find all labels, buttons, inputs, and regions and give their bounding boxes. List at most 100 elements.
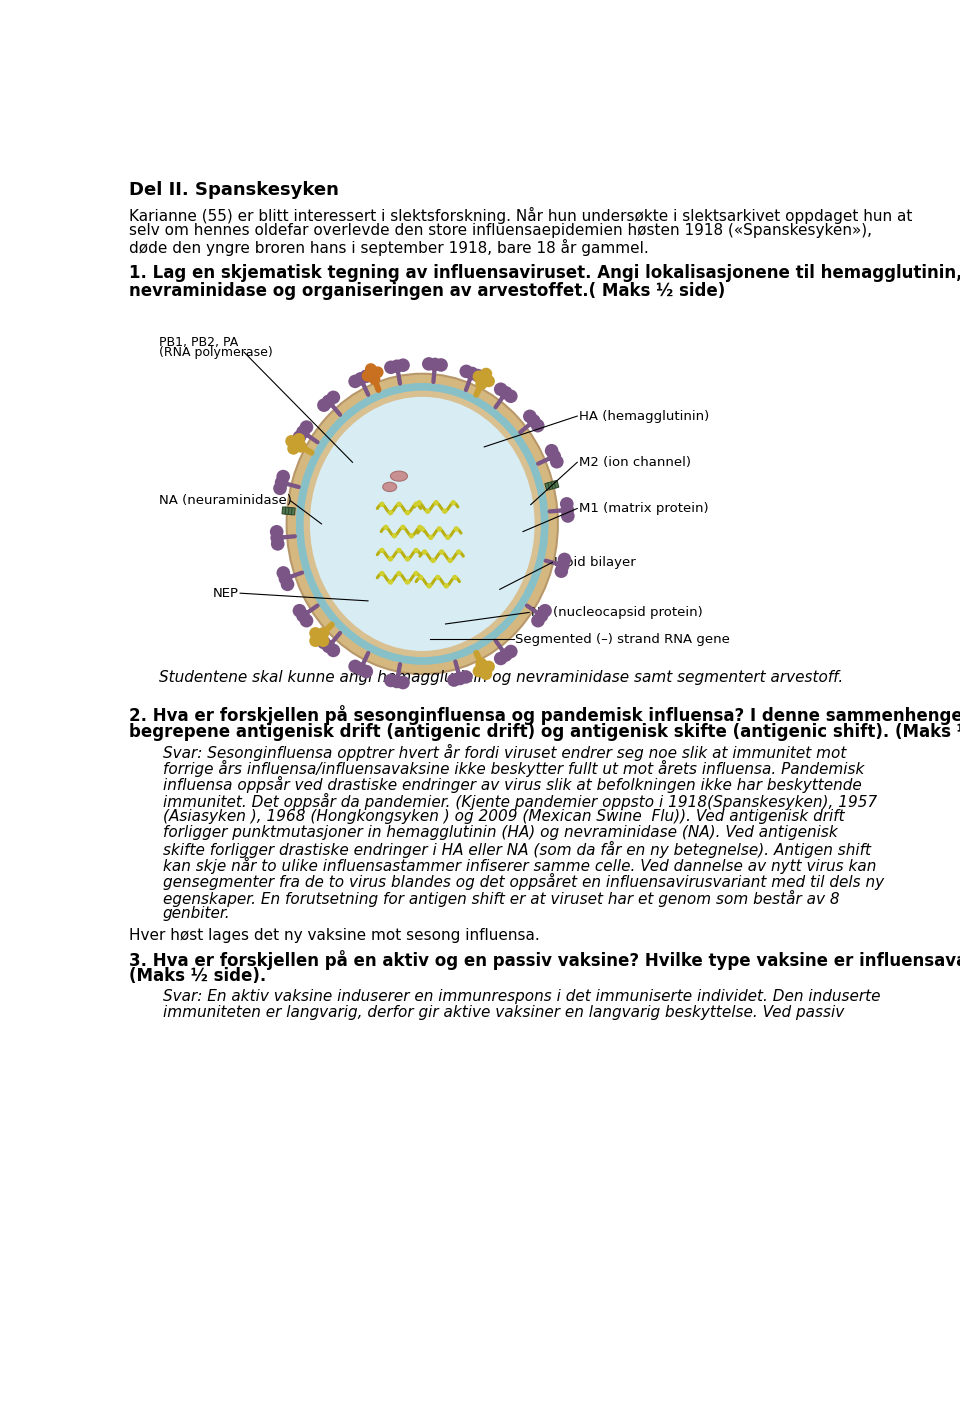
Circle shape: [295, 441, 307, 452]
Circle shape: [309, 635, 322, 648]
Text: selv om hennes oldefar overlevde den store influensaepidemien høsten 1918 («Span: selv om hennes oldefar overlevde den sto…: [130, 223, 873, 238]
Circle shape: [504, 389, 517, 403]
Text: (RNA polymerase): (RNA polymerase): [158, 346, 273, 359]
Circle shape: [434, 501, 439, 505]
Circle shape: [396, 547, 401, 553]
Circle shape: [400, 525, 405, 530]
Circle shape: [275, 475, 288, 489]
Text: NEP: NEP: [213, 587, 239, 600]
Circle shape: [558, 553, 571, 566]
Circle shape: [483, 375, 495, 387]
Text: døde den yngre broren hans i september 1918, bare 18 år gammel.: døde den yngre broren hans i september 1…: [130, 239, 649, 256]
Circle shape: [453, 672, 467, 686]
Text: kan skje når to ulike influensastammer infiserer samme celle. Ved dannelse av ny: kan skje når to ulike influensastammer i…: [162, 857, 876, 874]
Text: Svar: En aktiv vaksine induserer en immunrespons i det immuniserte individet. De: Svar: En aktiv vaksine induserer en immu…: [162, 988, 880, 1004]
Circle shape: [285, 436, 298, 447]
Circle shape: [388, 510, 394, 516]
Circle shape: [561, 509, 575, 523]
Circle shape: [365, 363, 376, 375]
Circle shape: [326, 643, 340, 658]
Circle shape: [405, 556, 410, 561]
Text: Del II. Spanskesyken: Del II. Spanskesyken: [130, 181, 339, 199]
Circle shape: [560, 498, 573, 510]
Text: (Asiasyken ), 1968 (Hongkongsyken ) og 2009 (Mexican Swine  Flu)). Ved antigenis: (Asiasyken ), 1968 (Hongkongsyken ) og 2…: [162, 809, 844, 824]
Circle shape: [300, 614, 313, 628]
Circle shape: [493, 382, 508, 396]
Text: Segmented (–) strand RNA gene: Segmented (–) strand RNA gene: [516, 633, 731, 646]
Text: nevraminidase og organiseringen av arvestoffet.( Maks ½ side): nevraminidase og organiseringen av arves…: [130, 283, 726, 300]
Text: (Maks ½ side).: (Maks ½ side).: [130, 967, 267, 986]
Circle shape: [317, 399, 331, 411]
Circle shape: [388, 580, 394, 585]
Circle shape: [428, 534, 434, 540]
Circle shape: [418, 574, 423, 580]
Circle shape: [539, 604, 552, 618]
Circle shape: [287, 443, 300, 455]
Polygon shape: [282, 508, 295, 515]
Circle shape: [278, 571, 292, 585]
Circle shape: [556, 559, 569, 573]
Text: gensegmenter fra de to virus blandes og det oppsåret en influensavirusvariant me: gensegmenter fra de to virus blandes og …: [162, 874, 884, 891]
Circle shape: [475, 378, 488, 390]
Circle shape: [384, 673, 397, 687]
Text: Karianne (55) er blitt interessert i slektsforskning. Når hun undersøkte i slekt: Karianne (55) er blitt interessert i sle…: [130, 206, 913, 223]
Circle shape: [545, 444, 559, 458]
Circle shape: [425, 509, 430, 513]
Text: skifte forligger drastiske endringer i HA eller NA (som da får en ny betegnelse): skifte forligger drastiske endringer i H…: [162, 841, 871, 858]
Circle shape: [409, 533, 414, 539]
Circle shape: [480, 368, 492, 380]
Circle shape: [384, 361, 397, 375]
Circle shape: [359, 665, 373, 679]
Circle shape: [493, 652, 508, 665]
Circle shape: [499, 648, 513, 662]
Ellipse shape: [383, 482, 396, 492]
Circle shape: [317, 626, 329, 639]
Circle shape: [426, 583, 432, 588]
Text: HA (hemagglutinin): HA (hemagglutinin): [579, 410, 709, 423]
Text: 1. Lag en skjematisk tegning av influensaviruset. Angi lokalisasjonene til hemag: 1. Lag en skjematisk tegning av influens…: [130, 264, 960, 283]
Circle shape: [523, 410, 537, 423]
Circle shape: [483, 660, 495, 673]
Text: Svar: Sesonginfluensa opptrer hvert år fordi viruset endrer seg noe slik at immu: Svar: Sesonginfluensa opptrer hvert år f…: [162, 744, 846, 761]
Circle shape: [472, 665, 485, 677]
Circle shape: [296, 609, 310, 622]
Circle shape: [383, 525, 389, 530]
Polygon shape: [545, 481, 559, 491]
Text: influensa oppsår ved drastiske endringer av virus slik at befolkningen ikke har : influensa oppsår ved drastiske endringer…: [162, 776, 861, 793]
Circle shape: [414, 547, 419, 553]
Circle shape: [420, 526, 425, 532]
Circle shape: [396, 358, 410, 372]
Circle shape: [354, 372, 368, 386]
Ellipse shape: [296, 383, 548, 665]
Ellipse shape: [303, 390, 540, 658]
Text: Lipid bilayer: Lipid bilayer: [554, 556, 636, 568]
Circle shape: [379, 571, 385, 577]
Circle shape: [309, 626, 322, 639]
Circle shape: [271, 537, 284, 550]
Circle shape: [466, 366, 479, 380]
Circle shape: [405, 580, 410, 585]
Circle shape: [535, 609, 548, 622]
Text: immuniteten er langvarig, derfor gir aktive vaksiner en langvarig beskyttelse. V: immuniteten er langvarig, derfor gir akt…: [162, 1005, 844, 1019]
Text: forrige års influensa/influensavaksine ikke beskytter fullt ut mot årets influen: forrige års influensa/influensavaksine i…: [162, 761, 864, 778]
Circle shape: [430, 557, 436, 563]
Circle shape: [550, 455, 564, 468]
Circle shape: [499, 386, 513, 400]
Circle shape: [472, 370, 485, 383]
Circle shape: [434, 358, 448, 372]
Circle shape: [362, 370, 373, 382]
Circle shape: [276, 566, 290, 580]
Circle shape: [300, 420, 313, 434]
Circle shape: [504, 645, 517, 659]
Circle shape: [326, 390, 340, 404]
Text: genbiter.: genbiter.: [162, 906, 230, 921]
Circle shape: [396, 571, 401, 577]
Circle shape: [405, 510, 410, 516]
Circle shape: [418, 525, 422, 530]
Circle shape: [390, 674, 404, 689]
Text: NA (neuraminidase): NA (neuraminidase): [158, 495, 292, 508]
Circle shape: [527, 414, 540, 428]
Text: Hver høst lages det ny vaksine mot sesong influensa.: Hver høst lages det ny vaksine mot seson…: [130, 928, 540, 943]
Ellipse shape: [287, 373, 558, 674]
Circle shape: [452, 574, 458, 580]
